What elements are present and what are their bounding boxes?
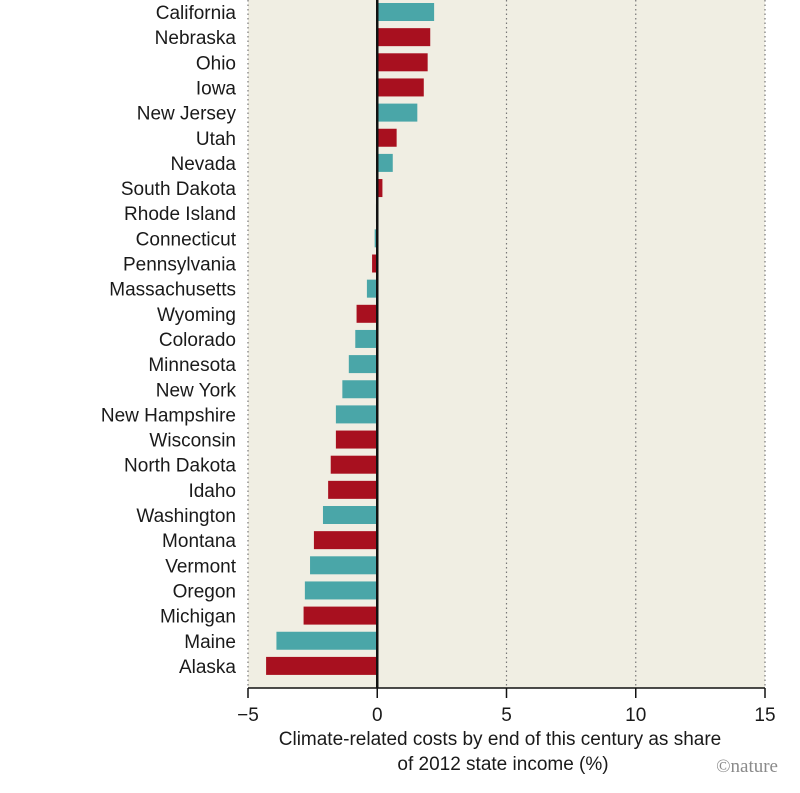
x-tick-label: 5 <box>501 705 512 726</box>
category-label-washington: Washington <box>136 506 236 527</box>
bar-ohio <box>377 53 428 72</box>
category-label-ohio: Ohio <box>196 53 236 74</box>
nature-credit: ©nature <box>716 756 778 777</box>
category-label-connecticut: Connecticut <box>136 229 237 250</box>
bar-wyoming <box>356 304 378 323</box>
bar-new-hampshire <box>335 405 378 424</box>
category-label-pennsylvania: Pennsylvania <box>123 255 236 276</box>
category-label-new-hampshire: New Hampshire <box>101 405 236 426</box>
bars <box>266 3 435 675</box>
bar-washington <box>322 506 378 524</box>
bar-iowa <box>377 78 424 97</box>
category-label-vermont: Vermont <box>165 556 236 577</box>
category-label-minnesota: Minnesota <box>148 355 236 376</box>
category-label-north-dakota: North Dakota <box>124 456 236 477</box>
bar-nebraska <box>377 28 431 47</box>
x-tick-label: 0 <box>372 705 383 726</box>
category-label-colorado: Colorado <box>159 330 236 351</box>
bar-south-dakota <box>377 179 383 198</box>
category-label-utah: Utah <box>196 129 236 150</box>
bar-utah <box>377 128 397 147</box>
category-label-nevada: Nevada <box>171 154 237 175</box>
category-label-iowa: Iowa <box>196 78 237 99</box>
bar-nevada <box>377 153 393 172</box>
bar-vermont <box>310 556 378 575</box>
x-axis <box>247 687 766 698</box>
bar-michigan <box>303 606 378 625</box>
category-label-wisconsin: Wisconsin <box>149 431 236 452</box>
bar-oregon <box>304 581 378 600</box>
category-label-massachusetts: Massachusetts <box>109 280 236 301</box>
category-label-montana: Montana <box>162 531 236 552</box>
bar-new-york <box>342 380 378 399</box>
bar-montana <box>313 531 378 550</box>
category-label-maine: Maine <box>184 632 236 653</box>
category-label-nebraska: Nebraska <box>155 28 237 49</box>
bar-connecticut <box>374 229 378 248</box>
category-labels: California Nebraska Ohio Iowa New Jersey Utah… <box>101 3 237 678</box>
category-label-california: California <box>156 3 237 24</box>
x-axis-label-line2: of 2012 state income (%) <box>397 754 608 775</box>
x-tick-labels: −5 0 5 10 15 <box>237 705 775 726</box>
category-label-new-jersey: New Jersey <box>137 104 237 125</box>
bar-massachusetts <box>366 279 378 298</box>
x-tick-label: −5 <box>237 705 259 726</box>
category-label-idaho: Idaho <box>188 481 236 502</box>
bar-minnesota <box>348 355 378 374</box>
bar-idaho <box>328 480 378 499</box>
x-tick-label: 15 <box>754 705 775 726</box>
bar-new-jersey <box>377 103 418 122</box>
x-tick-label: 10 <box>625 705 646 726</box>
category-label-new-york: New York <box>156 380 237 401</box>
bar-north-dakota <box>330 455 378 474</box>
bar-alaska <box>266 656 378 675</box>
bar-maine <box>276 631 378 650</box>
category-label-south-dakota: South Dakota <box>121 179 237 200</box>
category-label-rhode-island: Rhode Island <box>124 204 236 225</box>
x-axis-label-line1: Climate-related costs by end of this cen… <box>279 729 721 750</box>
category-label-michigan: Michigan <box>160 607 236 628</box>
bar-wisconsin <box>335 430 378 449</box>
category-label-alaska: Alaska <box>179 657 236 678</box>
category-label-wyoming: Wyoming <box>157 305 236 326</box>
bar-california <box>377 3 435 21</box>
category-label-oregon: Oregon <box>173 581 236 602</box>
bar-pennsylvania <box>372 254 378 273</box>
bar-colorado <box>355 329 378 348</box>
